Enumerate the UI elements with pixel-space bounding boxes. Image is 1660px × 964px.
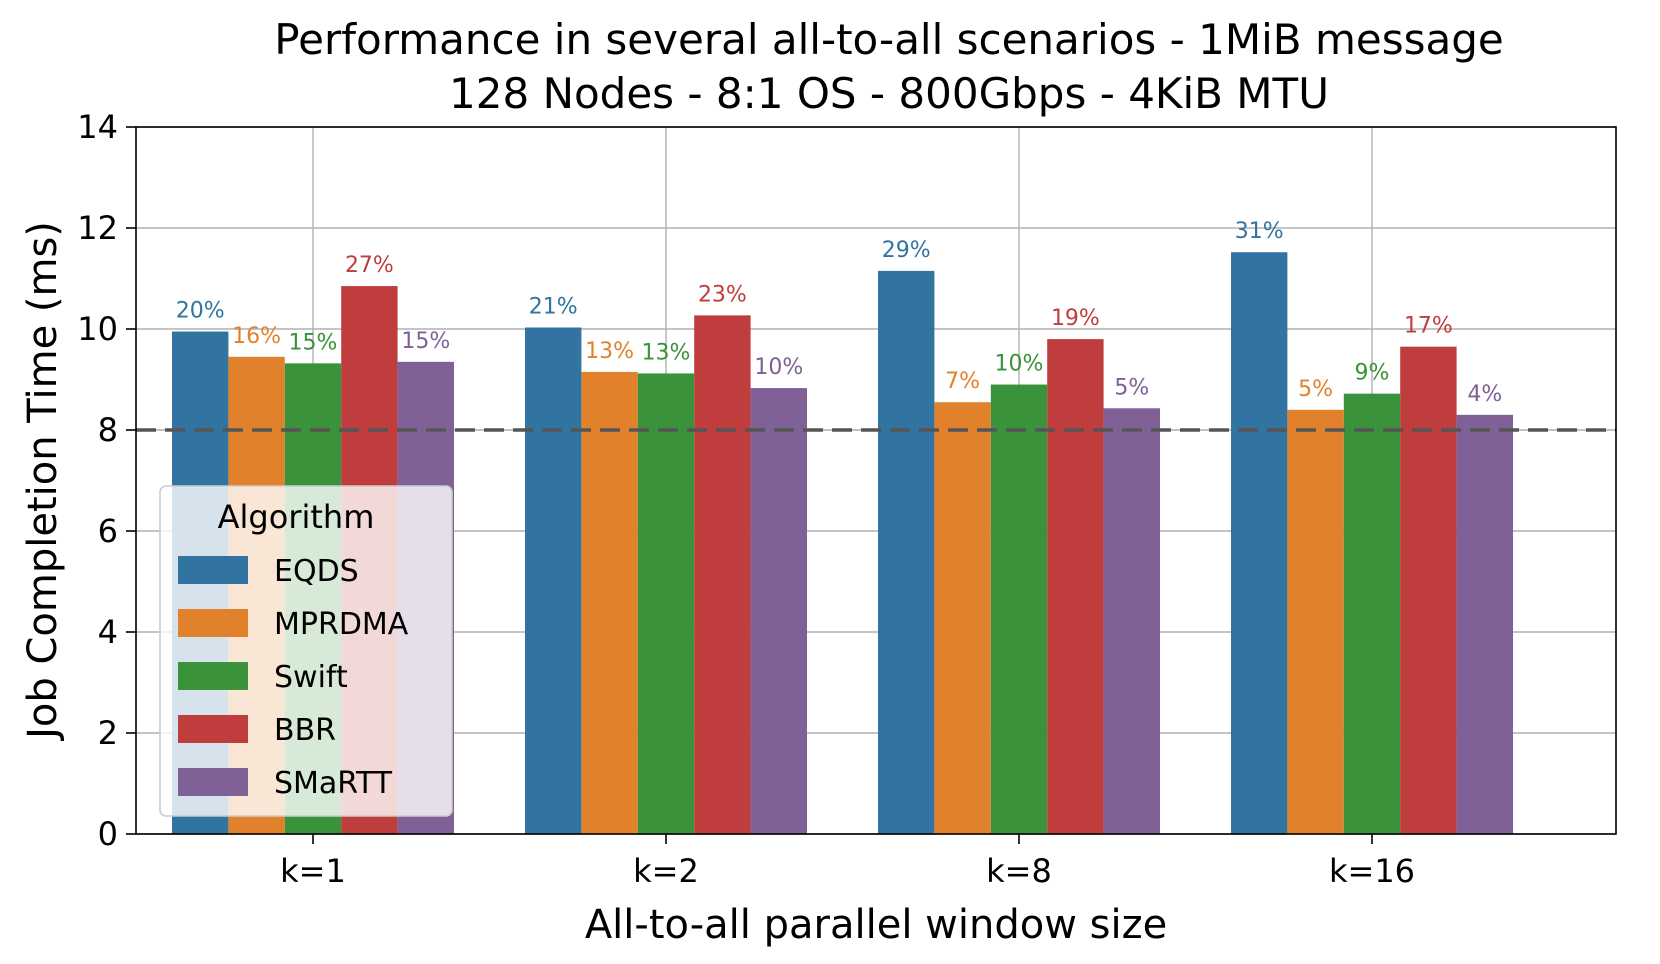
- legend-label-mprdma: MPRDMA: [274, 607, 409, 642]
- bar-label: 23%: [698, 282, 747, 307]
- bar-bbr-k=2: [694, 315, 751, 834]
- bar-label: 31%: [1235, 219, 1284, 244]
- y-tick-label: 8: [98, 411, 118, 449]
- legend-label-eqds: EQDS: [274, 554, 359, 589]
- bar-mprdma-k=2: [581, 371, 638, 834]
- bar-swift-k=2: [637, 373, 695, 834]
- legend-label-swift: Swift: [274, 660, 348, 695]
- x-tick-label: k=8: [986, 852, 1052, 890]
- y-tick-label: 12: [77, 209, 118, 247]
- bar-mprdma-k=8: [934, 402, 991, 834]
- x-tick-label: k=16: [1329, 852, 1415, 890]
- bar-smartt-k=8: [1103, 408, 1160, 834]
- bar-label: 4%: [1467, 382, 1502, 407]
- bar-eqds-k=16: [1231, 252, 1288, 835]
- legend-swatch-swift: [178, 662, 248, 690]
- bar-label: 10%: [754, 355, 803, 380]
- y-tick-label: 10: [77, 310, 118, 348]
- legend-swatch-smartt: [178, 768, 248, 796]
- legend: Algorithm EQDS MPRDMA Swift BBR SMaRTT: [159, 485, 453, 817]
- x-tick-label: k=2: [633, 852, 699, 890]
- bar-label: 9%: [1355, 361, 1390, 386]
- bar-label: 15%: [289, 330, 338, 355]
- bar-mprdma-k=16: [1287, 409, 1344, 834]
- legend-label-bbr: BBR: [274, 713, 336, 748]
- bar-label: 7%: [945, 369, 980, 394]
- plot-frame: [135, 126, 1617, 835]
- bar-bbr-k=8: [1047, 339, 1104, 834]
- bar-label: 10%: [995, 352, 1044, 377]
- x-tick-label: k=1: [280, 852, 346, 890]
- bar-label: 13%: [642, 340, 691, 365]
- bar-label: 20%: [176, 299, 225, 324]
- legend-swatch-mprdma: [178, 609, 248, 637]
- legend-title: Algorithm: [218, 498, 375, 536]
- bar-eqds-k=8: [878, 270, 935, 834]
- bar-eqds-k=2: [525, 327, 582, 834]
- legend-swatch-eqds: [178, 556, 248, 584]
- bar-label: 16%: [232, 324, 281, 349]
- y-axis-ticks: 0 2 4 6 8 10 12 14: [77, 108, 136, 853]
- y-tick-label: 0: [98, 815, 118, 853]
- bar-label: 19%: [1051, 306, 1100, 331]
- x-axis-label: All-to-all parallel window size: [585, 902, 1167, 948]
- bar-label: 21%: [529, 294, 578, 319]
- bar-label: 15%: [401, 329, 450, 354]
- bar-bbr-k=16: [1400, 346, 1457, 834]
- bar-label: 13%: [585, 339, 634, 364]
- legend-swatch-bbr: [178, 715, 248, 743]
- bar-label: 5%: [1114, 375, 1149, 400]
- y-tick-label: 6: [98, 512, 118, 550]
- y-axis-label: Job Completion Time (ms): [20, 221, 66, 742]
- bar-swift-k=8: [990, 384, 1048, 834]
- bar-label: 29%: [882, 238, 931, 263]
- bar-label: 5%: [1298, 377, 1333, 402]
- bar-smartt-k=2: [750, 388, 807, 834]
- x-axis-ticks: k=1 k=2 k=8 k=16: [280, 834, 1415, 890]
- chart-title: Performance in several all-to-all scenar…: [274, 15, 1503, 64]
- y-tick-label: 14: [77, 108, 118, 146]
- y-tick-label: 4: [98, 613, 118, 651]
- chart-subtitle: 128 Nodes - 8:1 OS - 800Gbps - 4KiB MTU: [449, 69, 1329, 118]
- bar-label: 27%: [345, 253, 394, 278]
- y-tick-label: 2: [98, 714, 118, 752]
- bar-labels: 20% 21% 29% 31% 16% 13% 7% 5% 15% 13% 10% 9% 27% 23% 1…: [176, 219, 1503, 407]
- legend-label-smartt: SMaRTT: [274, 766, 393, 801]
- bar-smartt-k=16: [1456, 414, 1513, 834]
- bar-swift-k=16: [1343, 393, 1401, 834]
- bar-label: 17%: [1404, 314, 1453, 339]
